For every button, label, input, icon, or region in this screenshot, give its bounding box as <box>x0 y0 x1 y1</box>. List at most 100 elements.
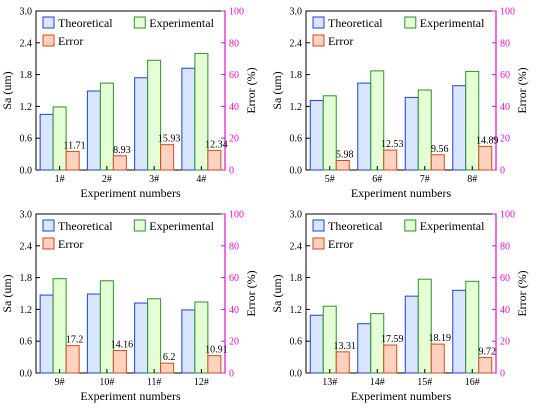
chart-panel-4: 0.0 0.6 1.2 1.8 2.4 3.0 0 20 40 60 80 100 13.31 13# 17… <box>270 210 529 404</box>
bar-theoretical <box>452 289 467 374</box>
legend-swatch <box>404 16 417 29</box>
right-tick-label: 100 <box>500 7 515 18</box>
legend-swatch <box>133 16 146 29</box>
bar-theoretical <box>181 67 196 171</box>
legend-swatch <box>133 219 146 232</box>
right-tick-label: 100 <box>229 7 244 18</box>
chart-panel-3: 0.0 0.6 1.2 1.8 2.4 3.0 0 20 40 60 80 100 17.2 9# 14.1… <box>0 210 258 404</box>
bar-error <box>112 155 127 171</box>
x-tick-label: 6# <box>372 174 382 185</box>
left-tick-label: 3.0 <box>290 7 303 18</box>
right-tick-label: 60 <box>229 70 239 81</box>
x-tick-label: 15# <box>417 377 432 388</box>
right-tick-label: 20 <box>229 134 239 145</box>
x-tick-label: 14# <box>370 377 385 388</box>
left-tick-label: 0.6 <box>290 134 303 145</box>
right-tick-label: 0 <box>500 166 505 177</box>
left-tick-label: 2.4 <box>290 38 303 49</box>
legend-label: Theoretical <box>328 219 383 233</box>
error-data-label: 14.89 <box>476 135 499 146</box>
error-data-label: 10.91 <box>205 345 228 356</box>
bar-theoretical <box>39 113 54 171</box>
legend-swatch <box>42 34 55 47</box>
right-tick-label: 0 <box>229 166 234 177</box>
bar-error <box>478 357 493 374</box>
bar-theoretical <box>309 100 324 171</box>
bar-experimental <box>322 95 337 171</box>
bar-experimental <box>147 298 162 374</box>
error-data-label: 5.98 <box>336 149 354 160</box>
legend-label: Error <box>328 237 353 251</box>
left-tick-label: 0.6 <box>20 134 33 145</box>
bar-error <box>65 345 80 374</box>
x-axis-title: Experiment numbers <box>351 389 452 403</box>
left-tick-label: 1.8 <box>290 273 303 284</box>
legend-swatch <box>42 219 55 232</box>
legend: Theoretical Experimental Error <box>312 219 485 251</box>
left-tick-label: 1.2 <box>290 305 303 316</box>
error-data-label: 9.72 <box>479 347 497 358</box>
bar-error <box>335 159 350 171</box>
x-axis-title: Experiment numbers <box>80 186 181 200</box>
x-tick-label: 2# <box>102 174 112 185</box>
chart-panel-2: 0.0 0.6 1.2 1.8 2.4 3.0 0 20 40 60 80 100 5.98 5# 12.5… <box>270 7 529 201</box>
error-data-label: 17.2 <box>66 335 84 346</box>
bar-theoretical <box>357 323 372 374</box>
bar-error <box>112 349 127 374</box>
legend-swatch <box>312 219 325 232</box>
legend-swatch <box>404 219 417 232</box>
bar-experimental <box>194 52 209 171</box>
bar-theoretical <box>39 294 54 374</box>
left-tick-label: 2.4 <box>20 38 33 49</box>
left-tick-label: 1.2 <box>20 102 33 113</box>
bar-experimental <box>52 106 67 171</box>
x-tick-label: 4# <box>196 174 206 185</box>
x-tick-label: 5# <box>325 174 335 185</box>
x-tick-label: 11# <box>147 377 162 388</box>
left-tick-label: 2.4 <box>20 241 33 252</box>
legend-swatch <box>312 34 325 47</box>
right-axis-title: Error (%) <box>244 270 258 316</box>
bar-experimental <box>99 280 114 374</box>
legend-label: Experimental <box>149 219 214 233</box>
right-tick-label: 80 <box>229 241 239 252</box>
bar-experimental <box>147 59 162 171</box>
left-tick-label: 1.2 <box>290 102 303 113</box>
right-tick-label: 60 <box>500 273 510 284</box>
x-axis-title: Experiment numbers <box>351 186 452 200</box>
bar-error <box>383 149 398 171</box>
left-tick-label: 0.6 <box>20 337 33 348</box>
legend-swatch <box>312 16 325 29</box>
legend-label: Error <box>58 34 83 48</box>
bar-theoretical <box>181 309 196 374</box>
right-tick-label: 20 <box>500 337 510 348</box>
bar-error <box>65 150 80 171</box>
error-data-label: 12.53 <box>381 139 404 150</box>
right-tick-label: 100 <box>229 210 244 221</box>
right-tick-label: 0 <box>229 369 234 380</box>
x-tick-label: 8# <box>467 174 477 185</box>
error-data-label: 6.2 <box>163 352 176 363</box>
x-axis-title: Experiment numbers <box>80 389 181 403</box>
legend: Theoretical Experimental Error <box>42 16 215 48</box>
right-tick-label: 40 <box>500 102 510 113</box>
left-tick-label: 1.8 <box>20 273 33 284</box>
bar-theoretical <box>86 293 101 374</box>
bar-experimental <box>417 89 432 171</box>
bar-theoretical <box>404 96 419 171</box>
error-data-label: 8.93 <box>113 145 131 156</box>
right-tick-label: 20 <box>229 337 239 348</box>
legend-label: Experimental <box>149 16 214 30</box>
bar-experimental <box>322 305 337 374</box>
legend-label: Theoretical <box>58 219 113 233</box>
error-data-label: 15.93 <box>158 134 181 145</box>
left-tick-label: 1.8 <box>290 70 303 81</box>
left-tick-label: 1.2 <box>20 305 33 316</box>
error-data-label: 11.71 <box>64 140 86 151</box>
right-tick-label: 60 <box>500 70 510 81</box>
bar-error <box>430 343 445 374</box>
left-axis-title: Sa (um) <box>0 274 14 312</box>
bar-experimental <box>99 82 114 171</box>
left-axis-title: Sa (um) <box>270 274 284 312</box>
